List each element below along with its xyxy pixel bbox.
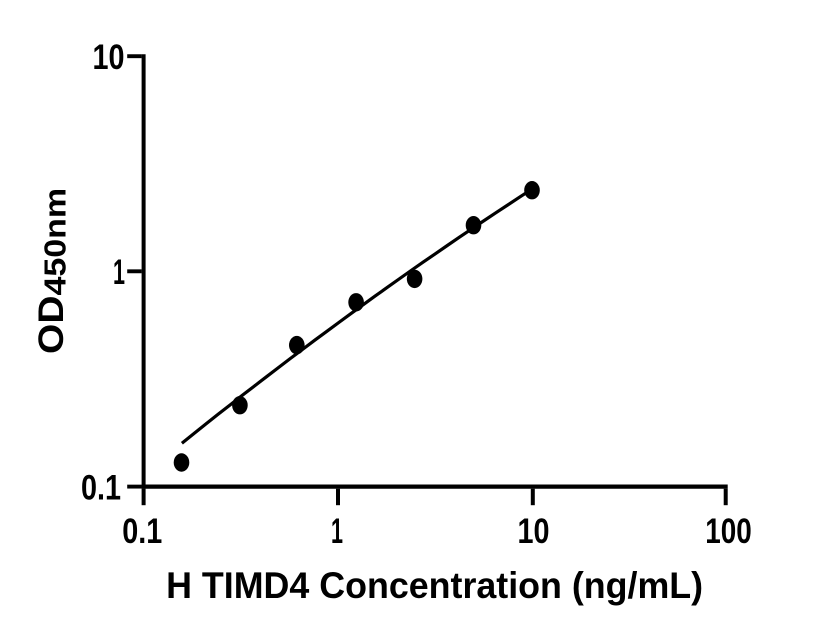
svg-text:OD450nm: OD450nm (31, 188, 72, 354)
svg-text:0.1: 0.1 (81, 469, 121, 508)
svg-text:10: 10 (518, 512, 550, 551)
svg-text:10: 10 (93, 38, 125, 77)
svg-text:1: 1 (113, 253, 125, 292)
svg-text:100: 100 (705, 512, 752, 551)
svg-text:H TIMD4 Concentration (ng/mL): H TIMD4 Concentration (ng/mL) (166, 565, 703, 606)
svg-text:1: 1 (331, 512, 343, 551)
svg-text:0.1: 0.1 (122, 512, 162, 551)
